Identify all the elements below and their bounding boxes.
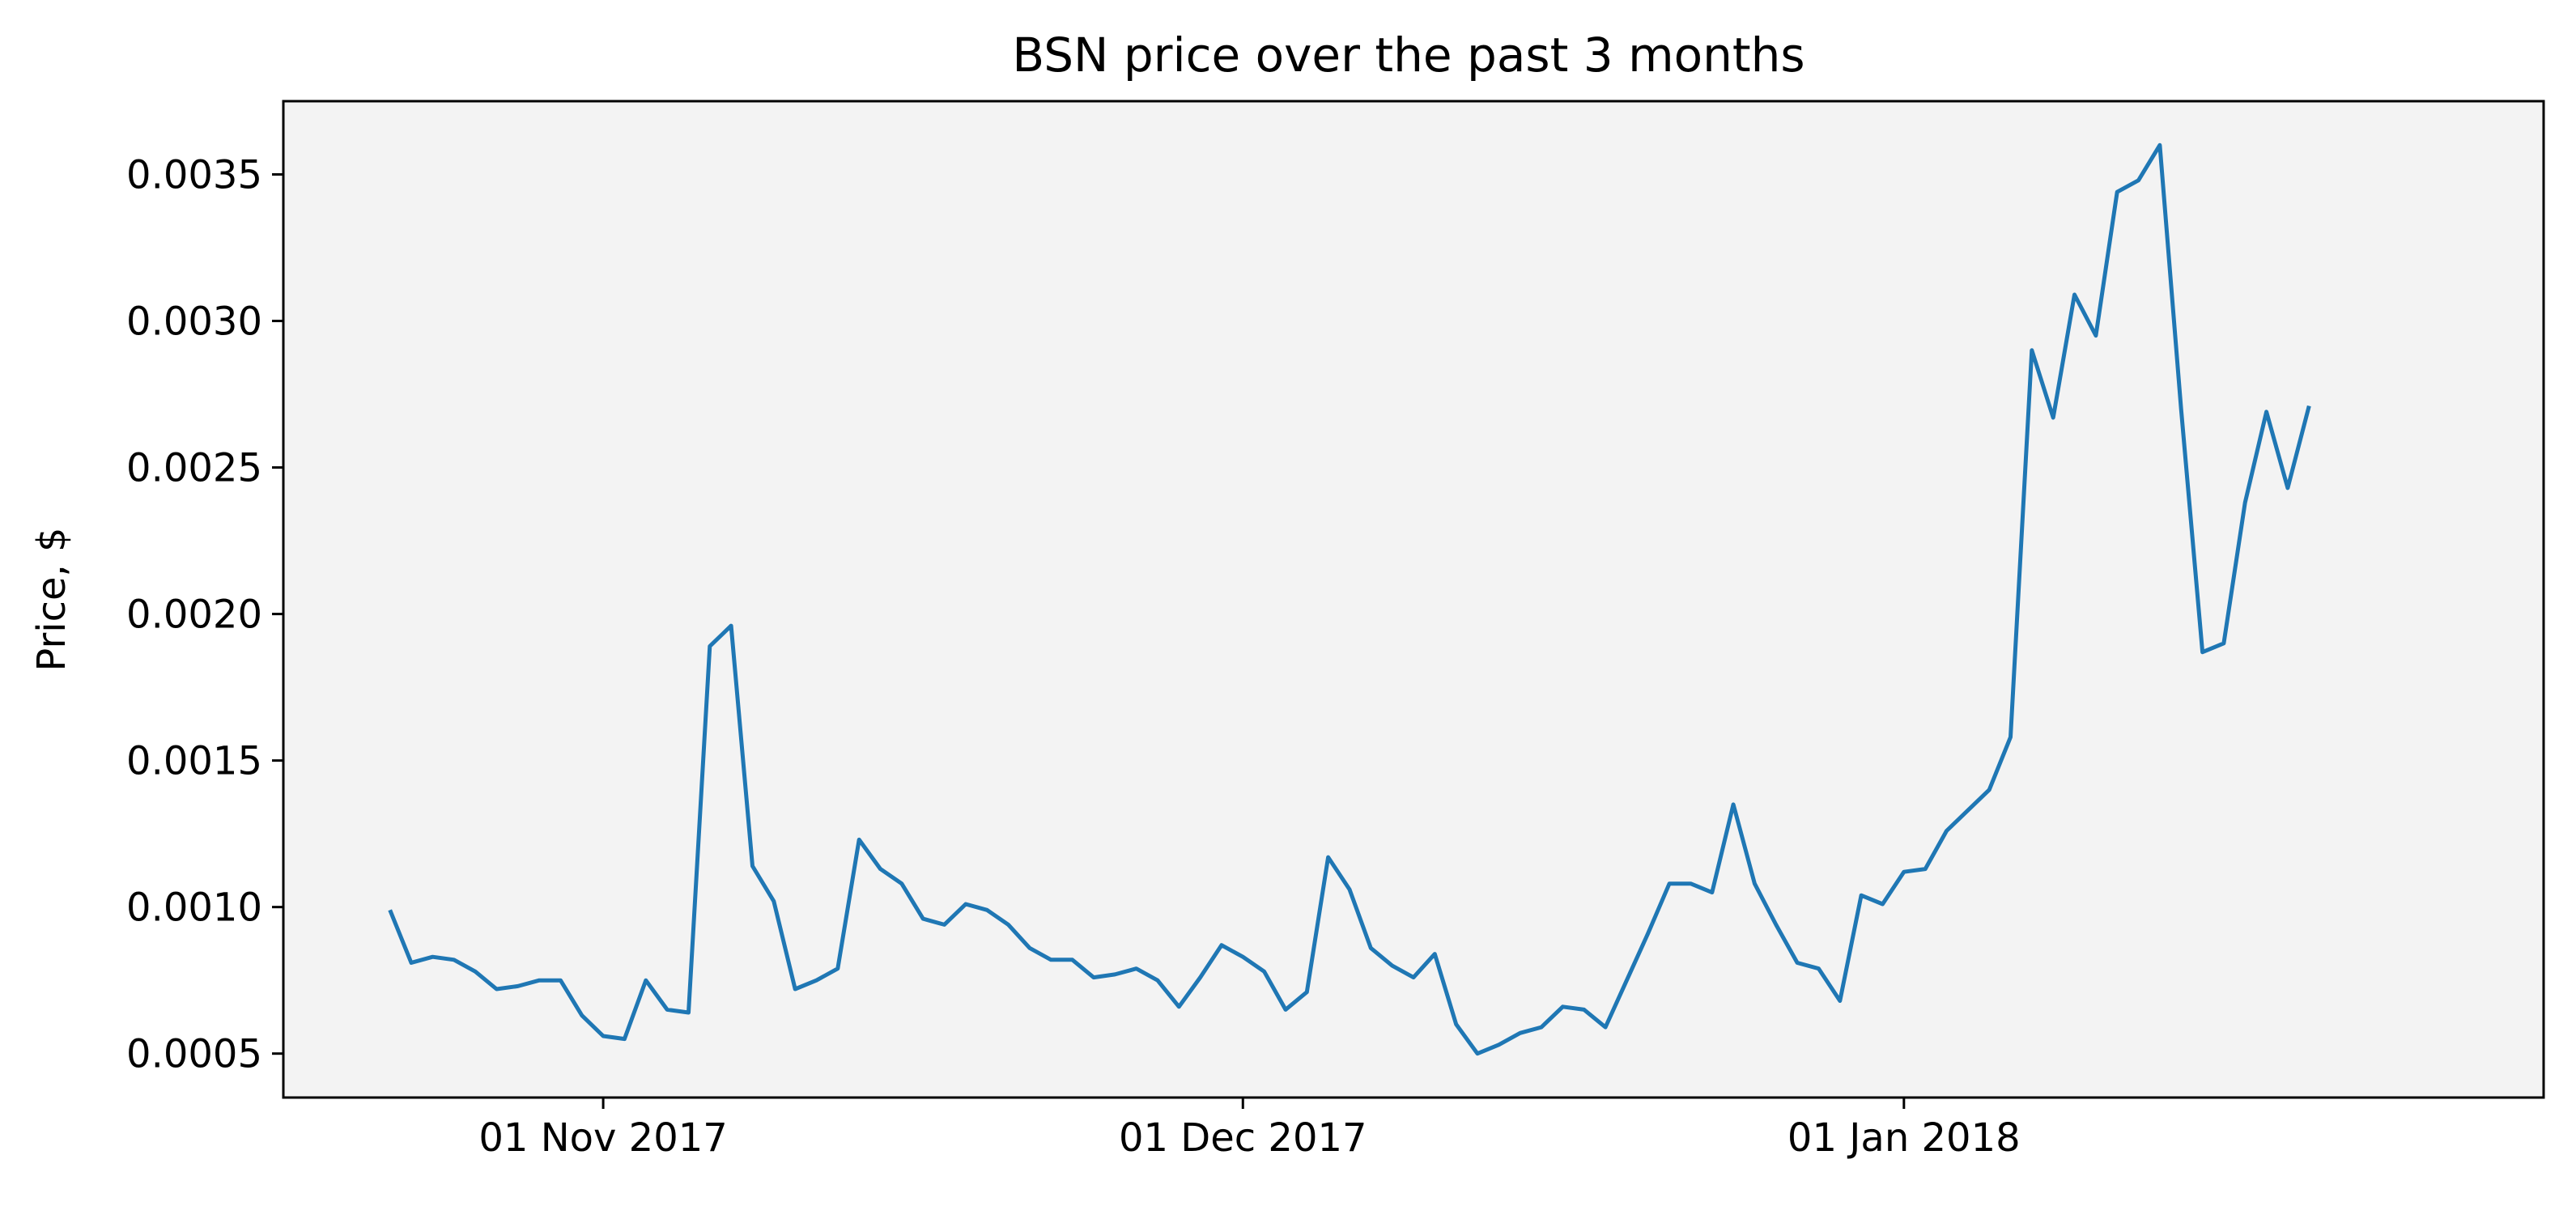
- x-axis: 01 Nov 2017 01 Dec 2017 01 Jan 2018: [478, 1098, 2021, 1161]
- y-tick-label: 0.0015: [126, 739, 262, 784]
- y-tick-label: 0.0030: [126, 299, 262, 345]
- x-tick-label: 01 Nov 2017: [478, 1115, 727, 1161]
- y-tick-label: 0.0035: [126, 153, 262, 198]
- y-tick-label: 0.0020: [126, 592, 262, 638]
- y-axis-label: Price, $: [29, 527, 74, 671]
- y-tick-label: 0.0005: [126, 1032, 262, 1077]
- x-tick-label: 01 Dec 2017: [1119, 1115, 1367, 1161]
- chart-title: BSN price over the past 3 months: [1012, 28, 1804, 83]
- plot-frame: [282, 100, 2545, 1099]
- y-tick-label: 0.0025: [126, 446, 262, 491]
- y-tick-label: 0.0010: [126, 885, 262, 931]
- x-tick-label: 01 Jan 2018: [1787, 1115, 2021, 1161]
- y-axis: 0.0005 0.0010 0.0015 0.0020 0.0025 0.0030 0.00…: [126, 153, 283, 1077]
- plot-area: [283, 101, 2544, 1098]
- series-line: [388, 142, 2311, 1056]
